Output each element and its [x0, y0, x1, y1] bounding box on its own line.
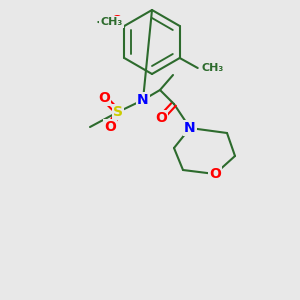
- Text: O: O: [111, 14, 122, 28]
- Text: N: N: [184, 121, 196, 135]
- Text: O: O: [155, 111, 167, 125]
- Text: CH₃: CH₃: [100, 17, 122, 27]
- Text: N: N: [137, 93, 149, 107]
- Text: O: O: [98, 91, 110, 105]
- Text: CH₃: CH₃: [202, 63, 224, 73]
- Text: S: S: [113, 105, 123, 119]
- Text: O: O: [104, 120, 116, 134]
- Text: O: O: [209, 167, 221, 181]
